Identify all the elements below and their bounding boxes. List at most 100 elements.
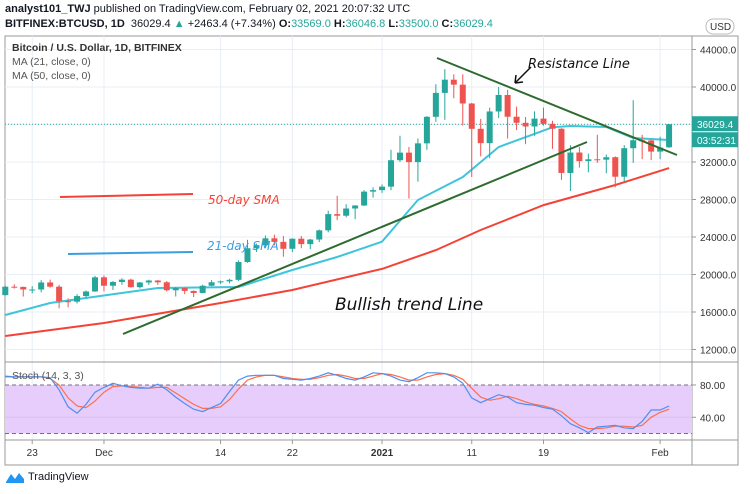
candle-body — [334, 214, 341, 216]
candle-body — [405, 152, 412, 163]
candle-body — [513, 116, 520, 123]
candle-body — [307, 239, 314, 245]
candle-body — [567, 152, 574, 173]
low-value: 33500.0 — [398, 18, 439, 30]
candle-body — [118, 279, 125, 282]
candle-body — [549, 123, 556, 129]
stoch-legend[interactable]: Stoch (14, 3, 3) — [12, 370, 84, 382]
sma21-label: 21-day SMA — [207, 239, 279, 253]
candle-body — [361, 191, 368, 206]
candle-body — [343, 208, 350, 216]
candle-body — [280, 241, 287, 249]
candle-body — [208, 282, 215, 286]
price-tick-label: 40000.0 — [700, 83, 737, 94]
stoch-tick-label: 40.00 — [700, 413, 725, 424]
candle-body — [468, 103, 475, 129]
candle-body — [253, 245, 260, 249]
candle-body — [594, 159, 601, 161]
candle-body — [163, 282, 170, 291]
candle-body — [235, 262, 242, 280]
time-tick-label: 22 — [287, 448, 299, 459]
candle-body — [352, 205, 359, 209]
close-value: 36029.4 — [453, 18, 493, 30]
candle-body — [423, 116, 430, 144]
stoch-d-line — [5, 372, 670, 430]
resistance-trendline — [436, 57, 678, 156]
candle-body — [477, 128, 484, 144]
candle-body — [531, 118, 538, 127]
stoch-k-line — [5, 372, 670, 434]
candles — [2, 69, 673, 309]
candle-body — [181, 288, 188, 291]
candle-body — [603, 157, 610, 160]
candle-body — [127, 279, 134, 288]
candle-body — [136, 282, 143, 288]
stoch-tick-label: 80.00 — [700, 381, 725, 392]
candle-body — [262, 238, 269, 246]
stoch-overbought-oversold-band — [5, 384, 692, 434]
candle-body — [540, 118, 547, 124]
time-tick-label: 2021 — [371, 448, 394, 459]
countdown-badge — [692, 132, 738, 148]
candle-body — [172, 288, 179, 291]
price-tick-label: 24000.0 — [700, 233, 737, 244]
ma50-legend[interactable]: MA (50, close, 0) — [12, 70, 91, 82]
candle-body — [396, 152, 403, 161]
candle-body — [271, 238, 278, 242]
candle-body — [244, 248, 251, 263]
candle-body — [199, 285, 206, 293]
candle-body — [145, 280, 152, 283]
candle-body — [217, 281, 224, 283]
candle-body — [666, 124, 673, 148]
candle-body — [190, 290, 197, 293]
candle-body — [83, 291, 90, 297]
open-value: 33569.0 — [291, 18, 331, 30]
candle-body — [414, 143, 421, 163]
candle-body — [504, 94, 511, 117]
symbol-name: BITFINEX:BTCUSD, 1D — [5, 18, 125, 30]
axes: 44000.0 40000.0 32000.0 28000.0 24000.0 20000… — [27, 18, 738, 459]
candle-body — [522, 122, 529, 127]
currency-label: USD — [710, 22, 731, 33]
high-value: 36046.8 — [345, 18, 386, 30]
sma50-key-line — [59, 193, 194, 198]
last-price-badge — [692, 116, 738, 132]
bullish-trend-label: Bullish trend Line — [335, 295, 483, 315]
candle-body — [441, 79, 448, 93]
price-tick-label: 20000.0 — [700, 271, 737, 282]
up-triangle-icon: ▲ — [173, 18, 185, 30]
candle-body — [47, 282, 54, 287]
time-tick-label: Feb — [651, 448, 669, 459]
price-tick-label: 12000.0 — [700, 346, 737, 357]
candle-body — [325, 214, 332, 231]
candle-body — [459, 84, 466, 104]
candle-body — [38, 282, 45, 290]
price-tick-label: 28000.0 — [700, 196, 737, 207]
tradingview-logo[interactable]: TradingView — [5, 470, 89, 484]
candle-body — [65, 301, 72, 303]
price-tick-label: 44000.0 — [700, 46, 737, 57]
publish-info: analyst101_TWJ published on TradingView.… — [5, 3, 410, 15]
candle-body — [100, 277, 107, 286]
low-label: L: — [388, 18, 399, 30]
price-tick-label: 32000.0 — [700, 158, 737, 169]
chart-title: Bitcoin / U.S. Dollar, 1D, BITFINEX — [12, 42, 182, 54]
candle-body — [585, 159, 592, 162]
candle-body — [74, 296, 81, 302]
tradingview-name: TradingView — [28, 471, 89, 483]
candle-body — [289, 238, 296, 249]
candle-body — [621, 148, 628, 177]
countdown-label: 03:52:31 — [697, 136, 736, 147]
open-label: O: — [278, 18, 292, 30]
time-tick-label: Dec — [95, 448, 113, 459]
candle-body — [2, 286, 9, 296]
resistance-label: Resistance Line — [528, 57, 630, 72]
last-price-axis-label: 36029.4 — [697, 120, 734, 131]
time-tick-label: 11 — [467, 448, 478, 459]
author-name[interactable]: analyst101_TWJ — [5, 3, 91, 15]
ma21-legend[interactable]: MA (21, close, 0) — [12, 56, 91, 68]
candle-body — [495, 94, 502, 112]
ma50-line — [5, 167, 670, 337]
candle-body — [29, 289, 36, 291]
